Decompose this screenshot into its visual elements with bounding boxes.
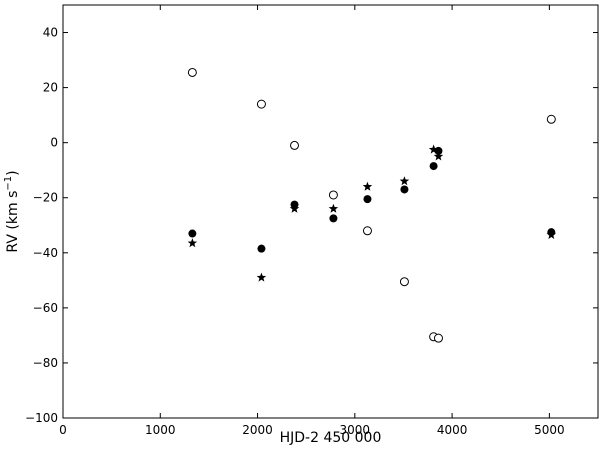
axis-ticks: 0 1000 2000 3000 4000 5000 −100 −80 −60 −40 −20 0 20…: [25, 5, 598, 437]
open-circle-point: [399, 277, 409, 287]
y-tick-label: 0: [50, 136, 58, 150]
star-point: [428, 144, 439, 154]
x-tick-label: 5000: [534, 423, 565, 437]
data-points: [187, 67, 557, 343]
y-tick-label: −20: [33, 191, 58, 205]
x-tick-label: 0: [59, 423, 67, 437]
y-axis-label-main: RV (km s: [5, 191, 21, 253]
open-circle-point: [328, 190, 338, 200]
star-point: [546, 229, 557, 239]
filled-circle-point: [429, 162, 438, 171]
y-axis-label-close: ): [5, 170, 21, 175]
star-point: [289, 203, 300, 213]
star-point: [362, 181, 373, 191]
x-axis-label: HJD-2 450 000: [280, 430, 382, 446]
x-tick-label: 4000: [437, 423, 468, 437]
star-point: [256, 272, 267, 282]
filled-circle-point: [400, 185, 409, 194]
y-tick-label: −80: [33, 356, 58, 370]
filled-circle-point: [329, 214, 338, 223]
y-tick-label: 40: [43, 26, 58, 40]
x-tick-label: 3000: [340, 423, 371, 437]
star-point: [187, 238, 198, 248]
filled-circle-point: [188, 229, 197, 238]
x-tick-label: 2000: [242, 423, 273, 437]
y-tick-label: 20: [43, 81, 58, 95]
y-tick-label: −40: [33, 246, 58, 260]
star-point: [328, 203, 339, 213]
open-circle-point: [187, 67, 197, 77]
filled-circle-point: [257, 244, 266, 253]
open-circle-point: [362, 226, 372, 236]
star-point: [399, 176, 410, 186]
star-point: [433, 151, 444, 161]
plot-frame: [62, 4, 599, 419]
open-circle-point: [546, 114, 556, 124]
open-circle-point: [433, 333, 443, 343]
open-circle-point: [290, 140, 300, 150]
y-axis-label-exponent: −1: [3, 176, 14, 191]
y-tick-label: −100: [25, 411, 58, 425]
filled-circle-point: [363, 195, 372, 204]
y-tick-label: −60: [33, 301, 58, 315]
open-circle-point: [256, 99, 266, 109]
y-axis-label: RV (km s−1): [3, 170, 21, 252]
x-tick-label: 1000: [145, 423, 176, 437]
